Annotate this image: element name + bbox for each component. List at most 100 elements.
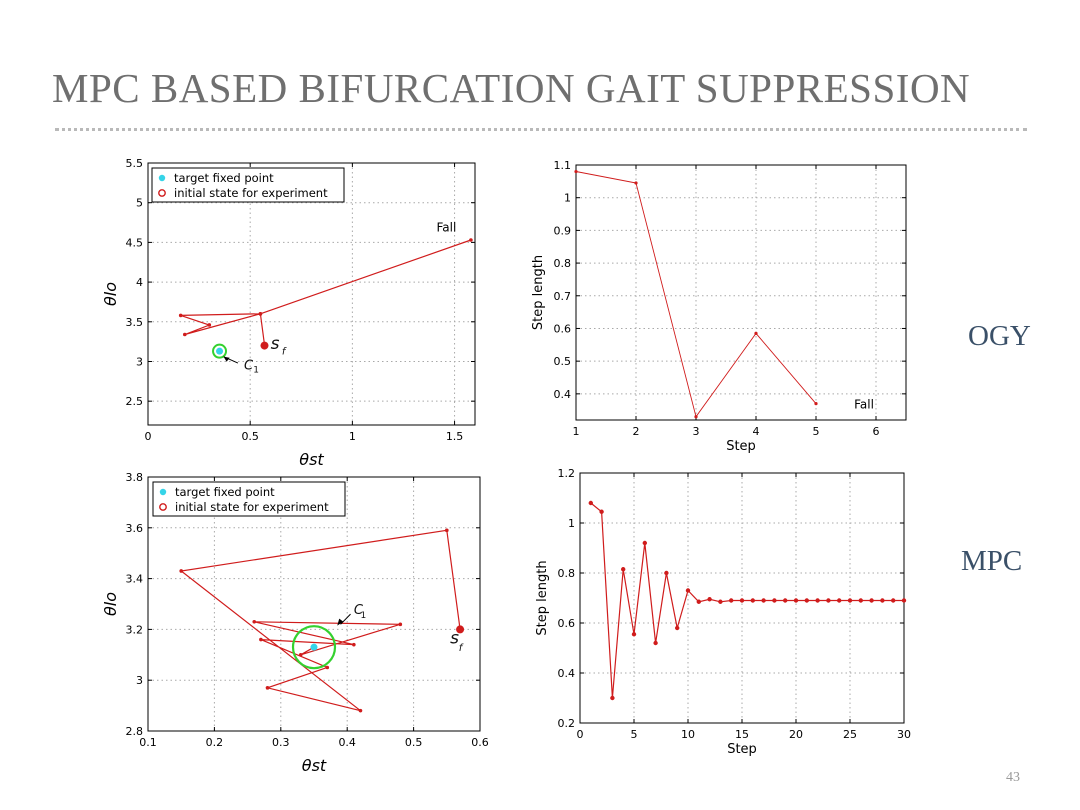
data-point (265, 686, 270, 690)
x-tick-label: 25 (843, 728, 857, 741)
target-fixed-point (216, 347, 224, 355)
y-tick-label: 4 (136, 276, 143, 289)
legend-initial-label: initial state for experiment (174, 186, 328, 200)
ogy-step-length-chart: 1 2 3 4 5 6 0.4 0.5 0.6 0.7 0.8 0.9 1 1.1 Step Step len… (531, 159, 907, 454)
initial-state-point (260, 341, 269, 350)
data-point (901, 598, 907, 603)
legend-initial-marker (158, 189, 166, 197)
y-tick-label: 3 (136, 355, 143, 368)
legend-initial-marker (159, 503, 167, 511)
plot-area (148, 163, 475, 425)
x-tick-label: 0.2 (206, 736, 224, 749)
x-tick-label: 3 (693, 425, 700, 438)
data-point (761, 598, 766, 603)
y-tick-label: 2.8 (126, 725, 144, 738)
legend-box (151, 167, 345, 203)
y-axis-label: Step length (531, 255, 546, 330)
y-tick-label: 0.8 (558, 567, 576, 580)
data-point (207, 323, 212, 327)
y-axis-label: Step length (535, 560, 550, 635)
y-axis-label: θlo (101, 592, 120, 616)
ogy-label: OGY (968, 320, 1031, 352)
c1-label: C (354, 603, 364, 618)
data-point (754, 331, 758, 335)
plot-frame (579, 472, 905, 724)
data-point (588, 500, 593, 506)
plot-frame (147, 476, 481, 732)
data-point (707, 597, 712, 602)
c1-arrow-head (223, 356, 230, 362)
x-tick-label: 0.1 (139, 736, 157, 749)
data-point (815, 598, 820, 603)
sf-subscript: f (459, 643, 464, 654)
data-point (325, 665, 330, 670)
y-tick-label: 4.5 (126, 236, 144, 249)
x-tick-label: 0.6 (471, 736, 489, 749)
y-tick-label: 0.2 (558, 717, 576, 730)
mpc-state-chart: 0.1 0.2 0.3 0.4 0.5 0.6 2.8 3 3.2 3.4 3.6 3.8 θst θlo… (101, 471, 489, 775)
x-axis-label: Step (726, 439, 756, 454)
legend-box (152, 481, 346, 517)
x-tick-label: 0.3 (272, 736, 290, 749)
y-tick-label: 0.9 (554, 224, 572, 237)
fall-annotation: Fall (436, 220, 456, 234)
legend-target-marker (159, 488, 167, 496)
x-axis-label: θst (302, 756, 327, 775)
c1-label: C (244, 358, 254, 373)
x-tick-label: 20 (789, 728, 803, 741)
x-tick-label: 5 (631, 728, 638, 741)
data-point (469, 238, 473, 242)
ogy-state-chart: 0 0.5 1 1.5 2.5 3 3.5 4 4.5 5 5.5 θst θlo target fixe… (101, 157, 476, 465)
y-tick-label: 3.2 (126, 623, 144, 636)
c1-arrow-line (340, 613, 351, 625)
data-point (621, 567, 626, 572)
slide-title: MPC BASED BIFURCATION GAIT SUPPRESSION (52, 65, 971, 111)
data-point (694, 415, 698, 419)
data-point (718, 599, 723, 604)
y-tick-label: 3.6 (126, 522, 144, 535)
x-tick-label: 5 (813, 425, 820, 438)
y-tick-label: 0.5 (554, 355, 572, 368)
x-tick-label: 4 (753, 425, 760, 438)
y-tick-label: 0.4 (558, 667, 576, 680)
data-point (642, 540, 647, 546)
x-tick-label: 0 (577, 728, 584, 741)
c1-subscript: 1 (360, 611, 366, 621)
initial-state-point (456, 625, 465, 634)
plot-frame (147, 162, 476, 426)
data-point (358, 708, 363, 713)
y-tick-label: 5.5 (126, 157, 144, 170)
data-point (750, 598, 755, 603)
sf-label: s (271, 334, 280, 354)
data-point (258, 312, 263, 316)
data-point (696, 599, 701, 604)
data-point (675, 625, 680, 631)
y-tick-label: 2.5 (126, 395, 144, 408)
fall-annotation: Fall (854, 398, 874, 412)
y-tick-label: 3.4 (126, 573, 144, 586)
legend-target-label: target fixed point (174, 171, 274, 185)
x-tick-label: 0.5 (241, 430, 259, 443)
x-axis-label: Step (727, 742, 757, 757)
y-tick-label: 1.1 (554, 159, 572, 172)
legend-target-marker (158, 174, 166, 182)
data-point (814, 402, 818, 406)
y-tick-label: 3.8 (126, 471, 144, 484)
x-tick-label: 0.4 (338, 736, 356, 749)
data-point (631, 632, 637, 637)
data-point (837, 598, 842, 603)
c1-arrow-head (337, 618, 344, 626)
x-tick-label: 1.5 (446, 430, 464, 443)
legend-target-label: target fixed point (175, 485, 275, 499)
plot-frame (575, 164, 907, 421)
data-point (804, 598, 809, 603)
x-tick-label: 0 (145, 430, 152, 443)
y-tick-label: 0.7 (554, 290, 572, 303)
data-point (783, 598, 788, 603)
data-point (610, 695, 615, 701)
data-point (298, 653, 303, 657)
data-point (880, 598, 885, 603)
data-point (858, 598, 863, 603)
data-point (664, 570, 669, 576)
y-tick-label: 3.5 (126, 316, 144, 329)
